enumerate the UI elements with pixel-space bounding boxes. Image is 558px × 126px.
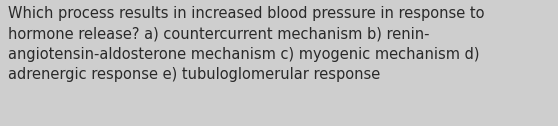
- Text: Which process results in increased blood pressure in response to
hormone release: Which process results in increased blood…: [8, 6, 485, 83]
